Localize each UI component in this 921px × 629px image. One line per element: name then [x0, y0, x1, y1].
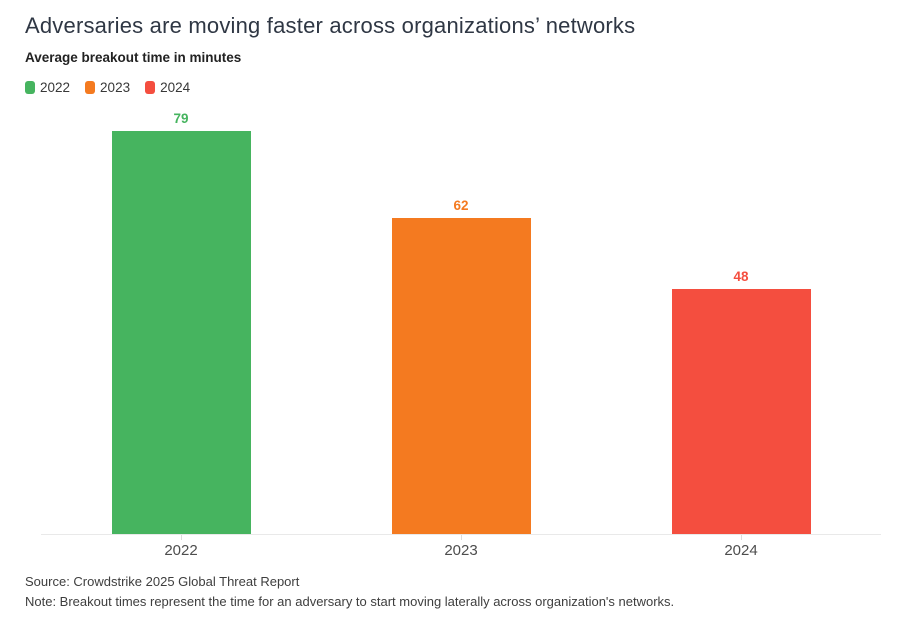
bar-group-2022: 79 2022 [111, 111, 251, 559]
x-axis-label-2024: 2024 [724, 542, 758, 559]
bar-group-2024: 48 2024 [671, 269, 811, 559]
x-axis-tick [461, 535, 462, 540]
legend-item-2024: 2024 [145, 80, 190, 95]
bar-2023 [391, 218, 531, 534]
legend-swatch-icon [145, 81, 156, 94]
x-axis-tick [181, 535, 182, 540]
chart-legend: 2022 2023 2024 [25, 80, 190, 95]
legend-swatch-icon [85, 81, 96, 94]
legend-label: 2022 [40, 80, 71, 95]
chart-title: Adversaries are moving faster across org… [25, 13, 636, 38]
bar-value-label: 79 [173, 111, 189, 126]
x-axis-label-2023: 2023 [444, 542, 478, 559]
bar-value-label: 48 [733, 269, 749, 284]
x-axis-label-2022: 2022 [164, 542, 198, 559]
legend-item-2022: 2022 [25, 80, 70, 95]
x-axis-tick [741, 535, 742, 540]
bar-group-2023: 62 2023 [391, 198, 531, 559]
chart-subtitle: Average breakout time in minutes [25, 50, 242, 65]
bar-2022 [111, 131, 251, 534]
legend-swatch-icon [25, 81, 35, 94]
bar-2024 [671, 289, 811, 534]
plot-area: 79 2022 62 2023 48 2024 [41, 111, 881, 559]
bar-value-label: 62 [453, 198, 469, 213]
legend-label: 2023 [100, 80, 131, 95]
source-note: Source: Crowdstrike 2025 Global Threat R… [25, 574, 300, 589]
chart-footer: Source: Crowdstrike 2025 Global Threat R… [25, 572, 674, 612]
legend-item-2023: 2023 [85, 80, 130, 95]
methodology-note: Note: Breakout times represent the time … [25, 594, 675, 609]
legend-label: 2024 [160, 80, 191, 95]
